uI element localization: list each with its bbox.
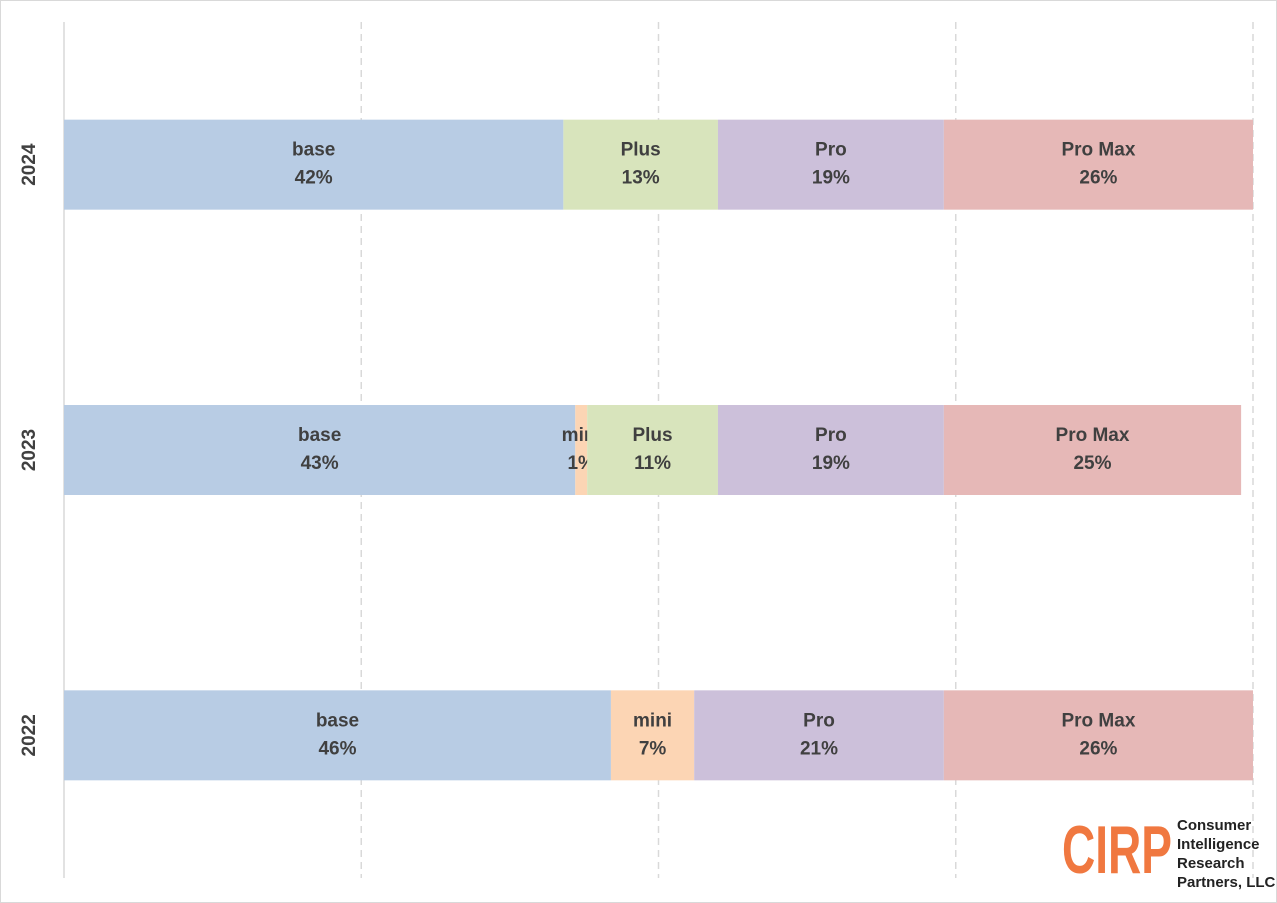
data-label: 13% (622, 168, 660, 189)
data-label: 26% (1079, 738, 1117, 759)
logo-text: Consumer (1177, 817, 1251, 834)
segment-name-label: Pro Max (1056, 425, 1130, 446)
data-label: 26% (1079, 168, 1117, 189)
logo: CIRP Consumer Intelligence Research Part… (1062, 812, 1276, 891)
bar-segment (694, 690, 944, 781)
segment-name-label: Plus (621, 140, 661, 161)
data-label: 19% (812, 168, 850, 189)
segment-name-label: base (298, 425, 341, 446)
logo-mark: CIRP (1062, 812, 1172, 888)
bar-segment (64, 405, 576, 495)
y-tick-label: 2022 (19, 714, 40, 756)
bar-segment (563, 119, 718, 210)
segment-name-label: Pro (815, 140, 847, 161)
bar-segment (587, 405, 718, 495)
data-label: 19% (812, 453, 850, 474)
segment-name-label: Pro Max (1061, 710, 1135, 731)
bar-segment (943, 119, 1253, 210)
data-label: 7% (639, 738, 667, 759)
segment-name-label: Pro (815, 425, 847, 446)
logo-text: Research (1177, 855, 1245, 872)
data-label: 11% (634, 453, 671, 474)
logo-text: Intelligence (1177, 836, 1260, 853)
data-label: 43% (301, 453, 339, 474)
bar-segment (943, 405, 1242, 495)
bar-segment (610, 690, 695, 781)
segment-name-label: Plus (632, 425, 672, 446)
y-tick-label: 2024 (19, 143, 40, 186)
bar-segment (717, 405, 944, 495)
bar-segment (64, 119, 564, 210)
y-tick-label: 2023 (19, 429, 40, 471)
data-label: 21% (800, 738, 838, 759)
segment-name-label: base (292, 140, 335, 161)
segment-name-label: base (316, 710, 359, 731)
segment-name-label: Pro (803, 710, 835, 731)
data-label: 46% (318, 738, 356, 759)
bar-segment (943, 690, 1253, 781)
segment-name-label: Pro Max (1061, 140, 1135, 161)
bar-segment (575, 405, 588, 495)
bar-segment (64, 690, 611, 781)
data-label: 42% (295, 168, 333, 189)
logo-text: Partners, LLC (1177, 874, 1276, 891)
bar-segment (717, 119, 944, 210)
segment-name-label: mini (633, 710, 672, 731)
data-label: 25% (1073, 453, 1111, 474)
